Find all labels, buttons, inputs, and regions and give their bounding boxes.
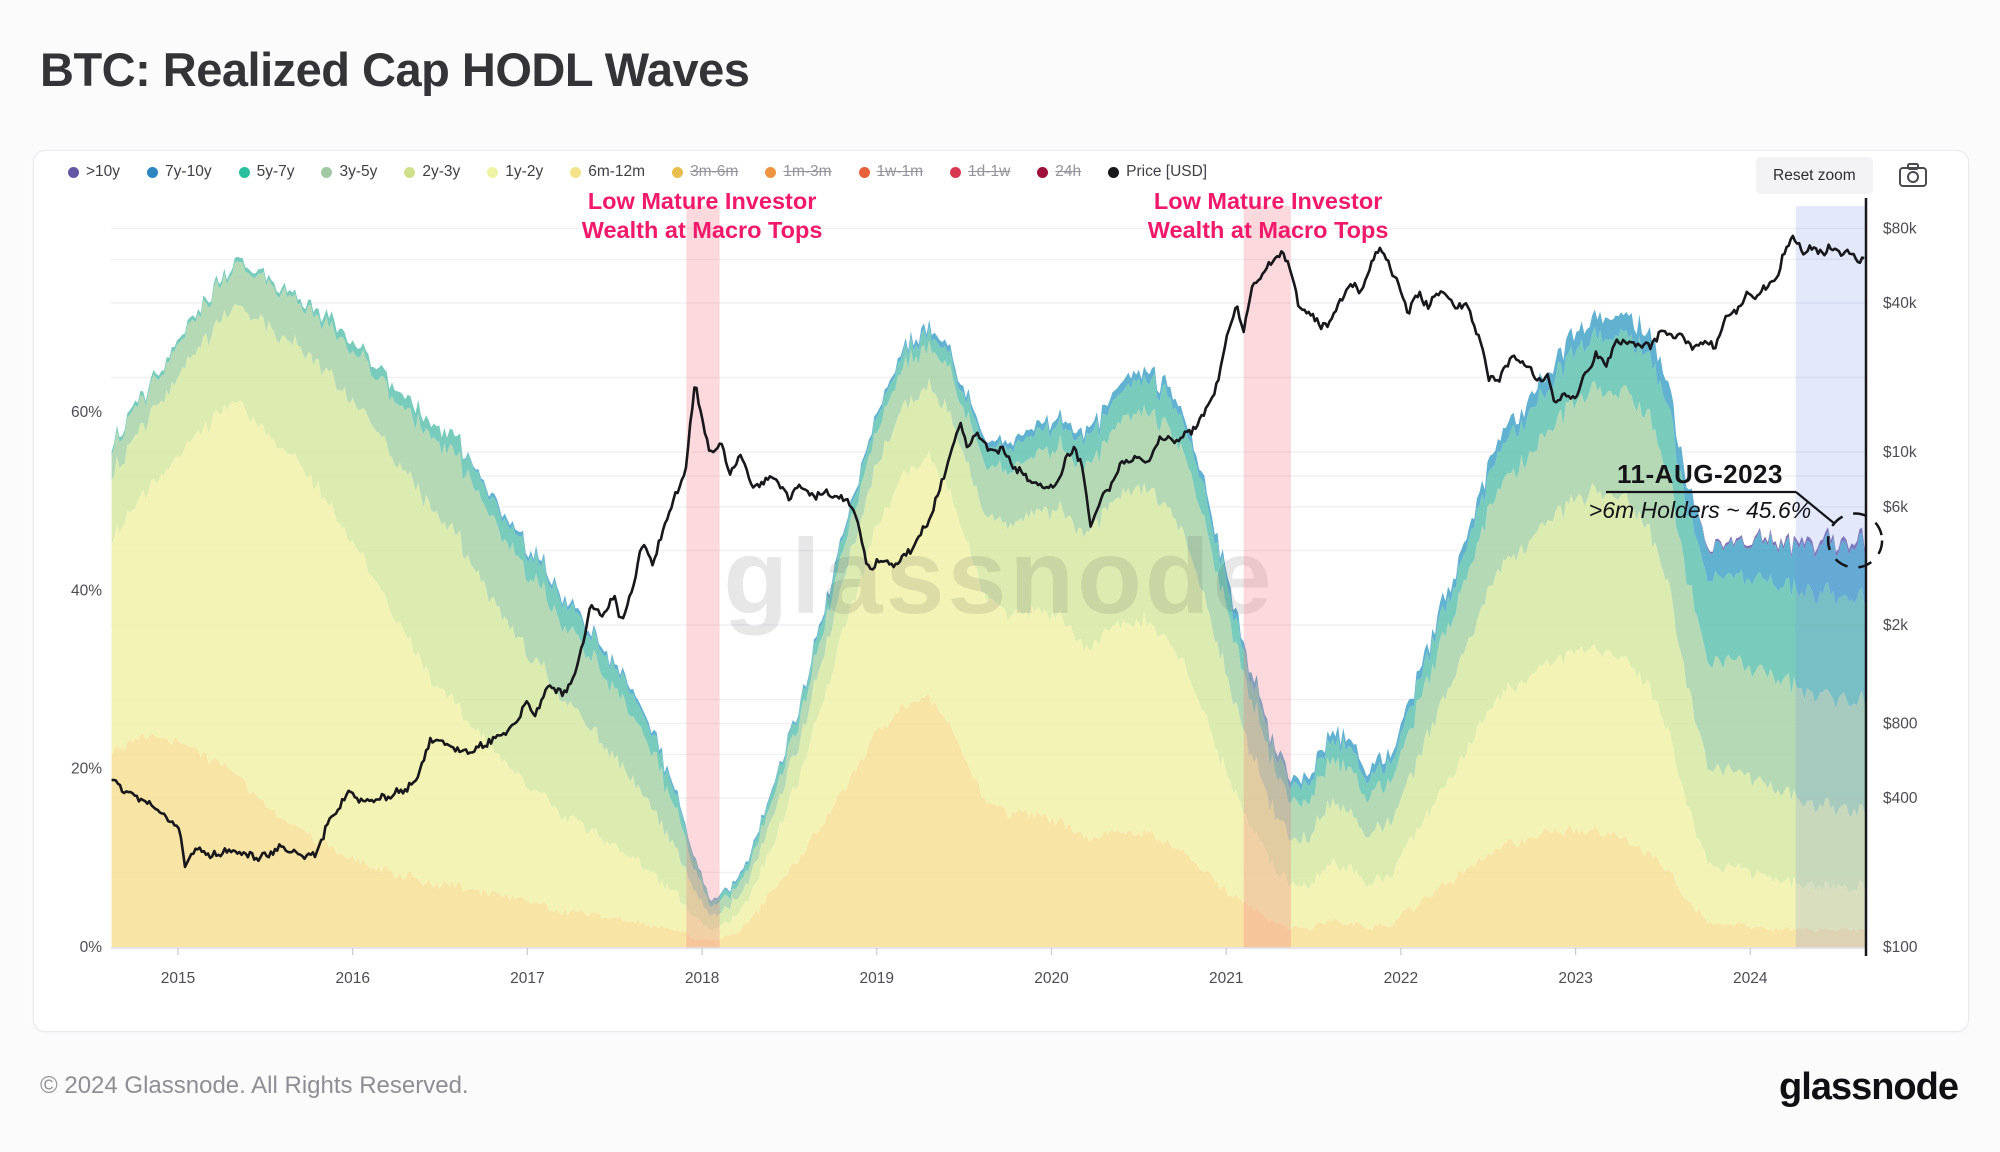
legend-item-5y-7y[interactable]: 5y-7y bbox=[238, 163, 295, 181]
legend-dot-icon bbox=[950, 166, 962, 178]
reset-zoom-button[interactable]: Reset zoom bbox=[1756, 157, 1873, 194]
area-band-3y-5y bbox=[111, 261, 1866, 916]
legend-item-1w-1m[interactable]: 1w-1m bbox=[858, 163, 924, 181]
y-axis-left-tick: 0% bbox=[80, 939, 103, 956]
y-axis-right-tick: $80k bbox=[1883, 221, 1917, 238]
y-axis-left-tick: 60% bbox=[71, 404, 102, 421]
legend-dot-icon bbox=[487, 166, 499, 178]
legend-item-label: 1w-1m bbox=[876, 163, 924, 180]
legend-item-label: Price [USD] bbox=[1126, 163, 1208, 180]
x-axis-tick: 2019 bbox=[860, 970, 894, 987]
hodl-waves-chart[interactable]: glassnode 0% 20% 40% 60% $100 $400 $800 $2k $6k $1… bbox=[34, 151, 1968, 1031]
x-axis-tick: 2017 bbox=[510, 970, 544, 987]
legend-dot-icon bbox=[68, 166, 79, 178]
legend-item-label: 2y-3y bbox=[422, 163, 461, 180]
area-band-1y-2y bbox=[111, 400, 1866, 941]
chart-legend: >10y 7y-10y 5y-7y 3y-5y 2y-3y 1y-2y 6m-12m 3m-6… bbox=[68, 163, 1207, 181]
x-axis-tick: 2024 bbox=[1733, 970, 1768, 987]
glassnode-watermark: glassnode bbox=[723, 518, 1274, 636]
y-axis-right-tick: $40k bbox=[1883, 295, 1917, 312]
callout-marker bbox=[1606, 490, 1884, 569]
legend-item-label: 1d-1w bbox=[968, 163, 1011, 180]
zoom-selection-band[interactable] bbox=[1795, 206, 1867, 948]
y-axis-right-tick: $10k bbox=[1883, 444, 1917, 461]
legend-dot-icon bbox=[321, 166, 333, 178]
x-axis-tick: 2022 bbox=[1384, 970, 1418, 987]
y-axis-right-tick: $2k bbox=[1883, 617, 1908, 634]
legend-item-1d-1w[interactable]: 1d-1w bbox=[950, 163, 1010, 181]
legend-item-3m-6m[interactable]: 3m-6m bbox=[672, 163, 738, 181]
legend-dot-icon bbox=[765, 166, 777, 178]
x-axis-tick: 2018 bbox=[685, 970, 719, 987]
legend-item-label: >10y bbox=[86, 163, 121, 180]
legend-item-label: 6m-12m bbox=[588, 163, 646, 180]
x-axis-tick: 2023 bbox=[1558, 970, 1592, 987]
legend-dot-icon bbox=[147, 166, 159, 178]
legend-dot-icon bbox=[404, 166, 416, 178]
legend-item-24h[interactable]: 24h bbox=[1037, 163, 1081, 181]
area-band-2y-3y bbox=[111, 303, 1866, 931]
axes: 0% 20% 40% 60% $100 $400 $800 $2k $6k $10k $40k $80… bbox=[71, 198, 1918, 987]
legend-item-1y-2y[interactable]: 1y-2y bbox=[487, 163, 543, 181]
legend-item-label: 7y-10y bbox=[165, 163, 212, 180]
legend-item-label: 5y-7y bbox=[256, 163, 295, 180]
legend-item--10y[interactable]: >10y bbox=[68, 163, 120, 181]
legend-item-label: 24h bbox=[1055, 163, 1082, 180]
legend-item-label: 3m-6m bbox=[690, 163, 739, 180]
legend-item-price-usd-[interactable]: Price [USD] bbox=[1108, 163, 1207, 181]
x-axis-tick: 2015 bbox=[161, 970, 195, 987]
highlight-bands bbox=[686, 206, 1867, 948]
y-axis-right-tick: $400 bbox=[1883, 790, 1918, 807]
stacked-areas bbox=[111, 256, 1866, 947]
chart-card: >10y 7y-10y 5y-7y 3y-5y 2y-3y 1y-2y 6m-12m 3m-6… bbox=[33, 150, 1969, 1032]
legend-dot-icon bbox=[672, 166, 684, 178]
area-band-6m-12m bbox=[111, 694, 1866, 947]
camera-icon bbox=[1899, 163, 1927, 187]
btc-price-line bbox=[111, 234, 1865, 869]
legend-item-2y-3y[interactable]: 2y-3y bbox=[404, 163, 460, 181]
legend-dot-icon bbox=[1037, 166, 1049, 178]
legend-item-3y-5y[interactable]: 3y-5y bbox=[321, 163, 377, 181]
legend-item-7y-10y[interactable]: 7y-10y bbox=[147, 163, 212, 181]
legend-dot-icon bbox=[858, 166, 870, 178]
copyright-text: © 2024 Glassnode. All Rights Reserved. bbox=[40, 1072, 469, 1099]
legend-dot-icon bbox=[1108, 166, 1120, 178]
x-axis-tick: 2016 bbox=[335, 970, 369, 987]
page-title: BTC: Realized Cap HODL Waves bbox=[40, 43, 750, 96]
legend-item-label: 3y-5y bbox=[339, 163, 378, 180]
x-axis-tick: 2021 bbox=[1209, 970, 1243, 987]
y-axis-right-tick: $6k bbox=[1883, 499, 1908, 516]
legend-item-label: 1y-2y bbox=[505, 163, 544, 180]
screenshot-camera-button[interactable] bbox=[1898, 161, 1928, 189]
macro-top-band-2 bbox=[1243, 206, 1291, 948]
macro-top-band-1 bbox=[686, 206, 720, 948]
legend-item-1m-3m[interactable]: 1m-3m bbox=[765, 163, 832, 181]
y-axis-right-tick: $800 bbox=[1883, 716, 1918, 733]
legend-item-label: 1m-3m bbox=[783, 163, 832, 180]
y-axis-right-tick: $100 bbox=[1883, 939, 1918, 956]
legend-dot-icon bbox=[570, 166, 582, 178]
callout-dashed-circle bbox=[1826, 512, 1884, 569]
y-axis-left-tick: 40% bbox=[71, 582, 102, 599]
x-axis-tick: 2020 bbox=[1034, 970, 1069, 987]
legend-item-6m-12m[interactable]: 6m-12m bbox=[570, 163, 645, 181]
y-axis-left-tick: 20% bbox=[71, 761, 102, 778]
legend-dot-icon bbox=[238, 166, 250, 178]
glassnode-logo: glassnode bbox=[1779, 1066, 1959, 1108]
